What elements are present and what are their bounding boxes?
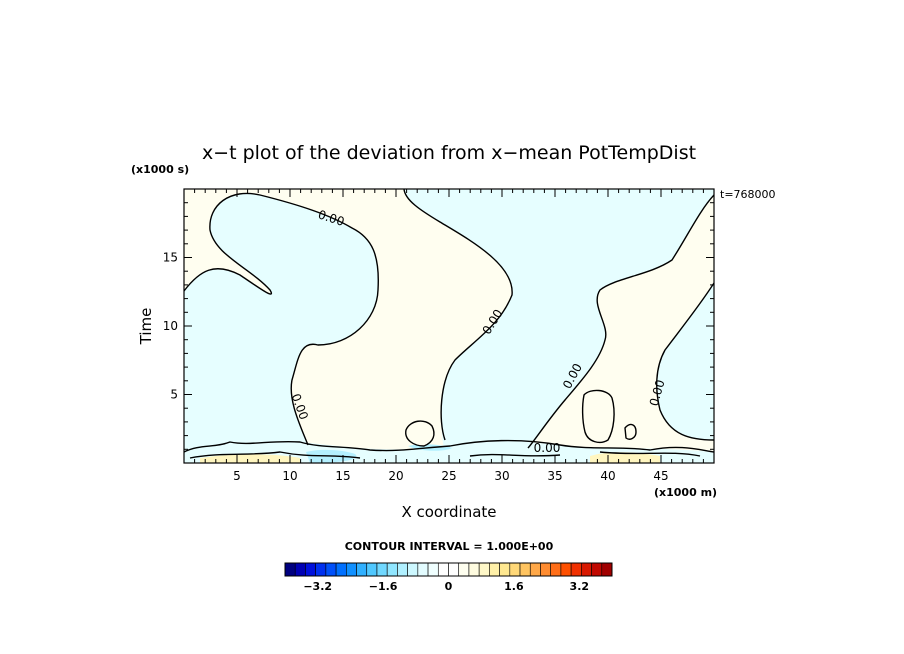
colorbar-swatch <box>376 562 388 577</box>
negative-region-upper-left <box>184 193 379 463</box>
time-stamp: t=768000 <box>720 188 776 201</box>
colorbar-swatch <box>437 562 449 577</box>
positive-cell-2 <box>625 424 636 440</box>
negative-region-right <box>656 283 714 440</box>
colorbar-tick-label: −1.6 <box>369 580 398 593</box>
colorbar-swatch <box>509 562 521 577</box>
negative-region-center <box>404 189 714 455</box>
y-tick-label: 5 <box>170 388 178 402</box>
colorbar-swatch <box>581 562 592 577</box>
chart-title: x−t plot of the deviation from x−mean Po… <box>202 142 696 164</box>
colorbar-swatch <box>468 562 480 577</box>
positive-cell-3 <box>405 421 434 446</box>
contour-line-1 <box>184 192 379 446</box>
colorbar-swatch <box>427 562 439 577</box>
colorbar-swatch <box>284 562 296 577</box>
colorbar-swatch <box>601 562 613 577</box>
colorbar-swatch <box>417 562 429 577</box>
colorbar-swatch <box>346 562 357 577</box>
contour-line-6 <box>624 423 637 440</box>
colorbar-swatch <box>519 562 531 577</box>
colorbar-swatch <box>407 562 419 577</box>
colorbar-swatch <box>448 562 460 577</box>
colorbar-swatch <box>489 562 500 577</box>
x-tick-label: 5 <box>233 469 241 483</box>
contour-line-2 <box>403 189 513 441</box>
contour-lines <box>184 189 714 459</box>
x-tick-label: 35 <box>547 469 562 483</box>
x-tick-label: 40 <box>600 469 615 483</box>
colorbar-swatch <box>458 562 470 577</box>
x-tick-label: 45 <box>653 469 668 483</box>
axis-ticks: 5 10 15 20 25 30 35 40 45 5 10 15 <box>163 188 715 483</box>
colorbar-tick-label: 3.2 <box>570 580 590 593</box>
contour-fields <box>184 189 714 463</box>
colorbar-frame <box>284 562 613 577</box>
contour-line-4 <box>656 282 714 441</box>
colorbar-swatch <box>478 562 490 577</box>
x-tick-label: 25 <box>441 469 456 483</box>
colorbar-swatch <box>315 562 327 577</box>
colorbar-swatch <box>499 562 511 577</box>
x-tick-label: 30 <box>494 469 509 483</box>
contour-line-5 <box>581 389 615 444</box>
colorbar-swatch <box>335 562 347 577</box>
y-tick-label: 10 <box>163 319 178 333</box>
x-tick-label: 20 <box>388 469 403 483</box>
colorbar: −3.2 −1.6 0 1.6 3.2 <box>284 562 613 593</box>
y-axis-label: Time <box>137 308 155 346</box>
positive-cell-1 <box>582 390 615 443</box>
colorbar-swatch <box>366 562 378 577</box>
colorbar-tick-label: 0 <box>445 580 453 593</box>
contour-line-bottom-2 <box>189 451 701 459</box>
contour-line-bottom <box>184 439 714 453</box>
strong-positive-patch-1 <box>200 454 300 463</box>
colorbar-swatch <box>305 562 316 577</box>
y-axis-unit: (x1000 s) <box>131 163 189 176</box>
colorbar-swatch <box>591 562 603 577</box>
y-tick-label: 15 <box>163 251 178 265</box>
colorbar-tick-label: 1.6 <box>504 580 524 593</box>
colorbar-swatch <box>570 562 582 577</box>
x-axis-unit: (x1000 m) <box>654 486 717 499</box>
contour-label-6: 0.00 <box>534 441 561 455</box>
contour-line-3 <box>527 194 714 449</box>
colorbar-swatch <box>529 562 541 577</box>
colorbar-swatch <box>294 562 306 577</box>
x-tick-label: 10 <box>282 469 297 483</box>
colorbar-swatch <box>550 562 562 577</box>
contour-interval-label: CONTOUR INTERVAL = 1.000E+00 <box>345 540 554 553</box>
colorbar-swatch <box>356 562 368 577</box>
colorbar-swatch <box>560 562 572 577</box>
contour-line-7 <box>405 420 435 447</box>
colorbar-swatch <box>540 562 551 577</box>
plot-area: 0.00 0.00 0.00 0.00 0.00 0.00 5 10 15 20 25 3… <box>163 188 715 483</box>
colorbar-swatch <box>397 562 408 577</box>
x-axis-label: X coordinate <box>401 503 496 521</box>
colorbar-swatch <box>325 562 337 577</box>
colorbar-swatch <box>386 562 398 577</box>
x-tick-label: 15 <box>335 469 350 483</box>
colorbar-tick-label: −3.2 <box>303 580 332 593</box>
